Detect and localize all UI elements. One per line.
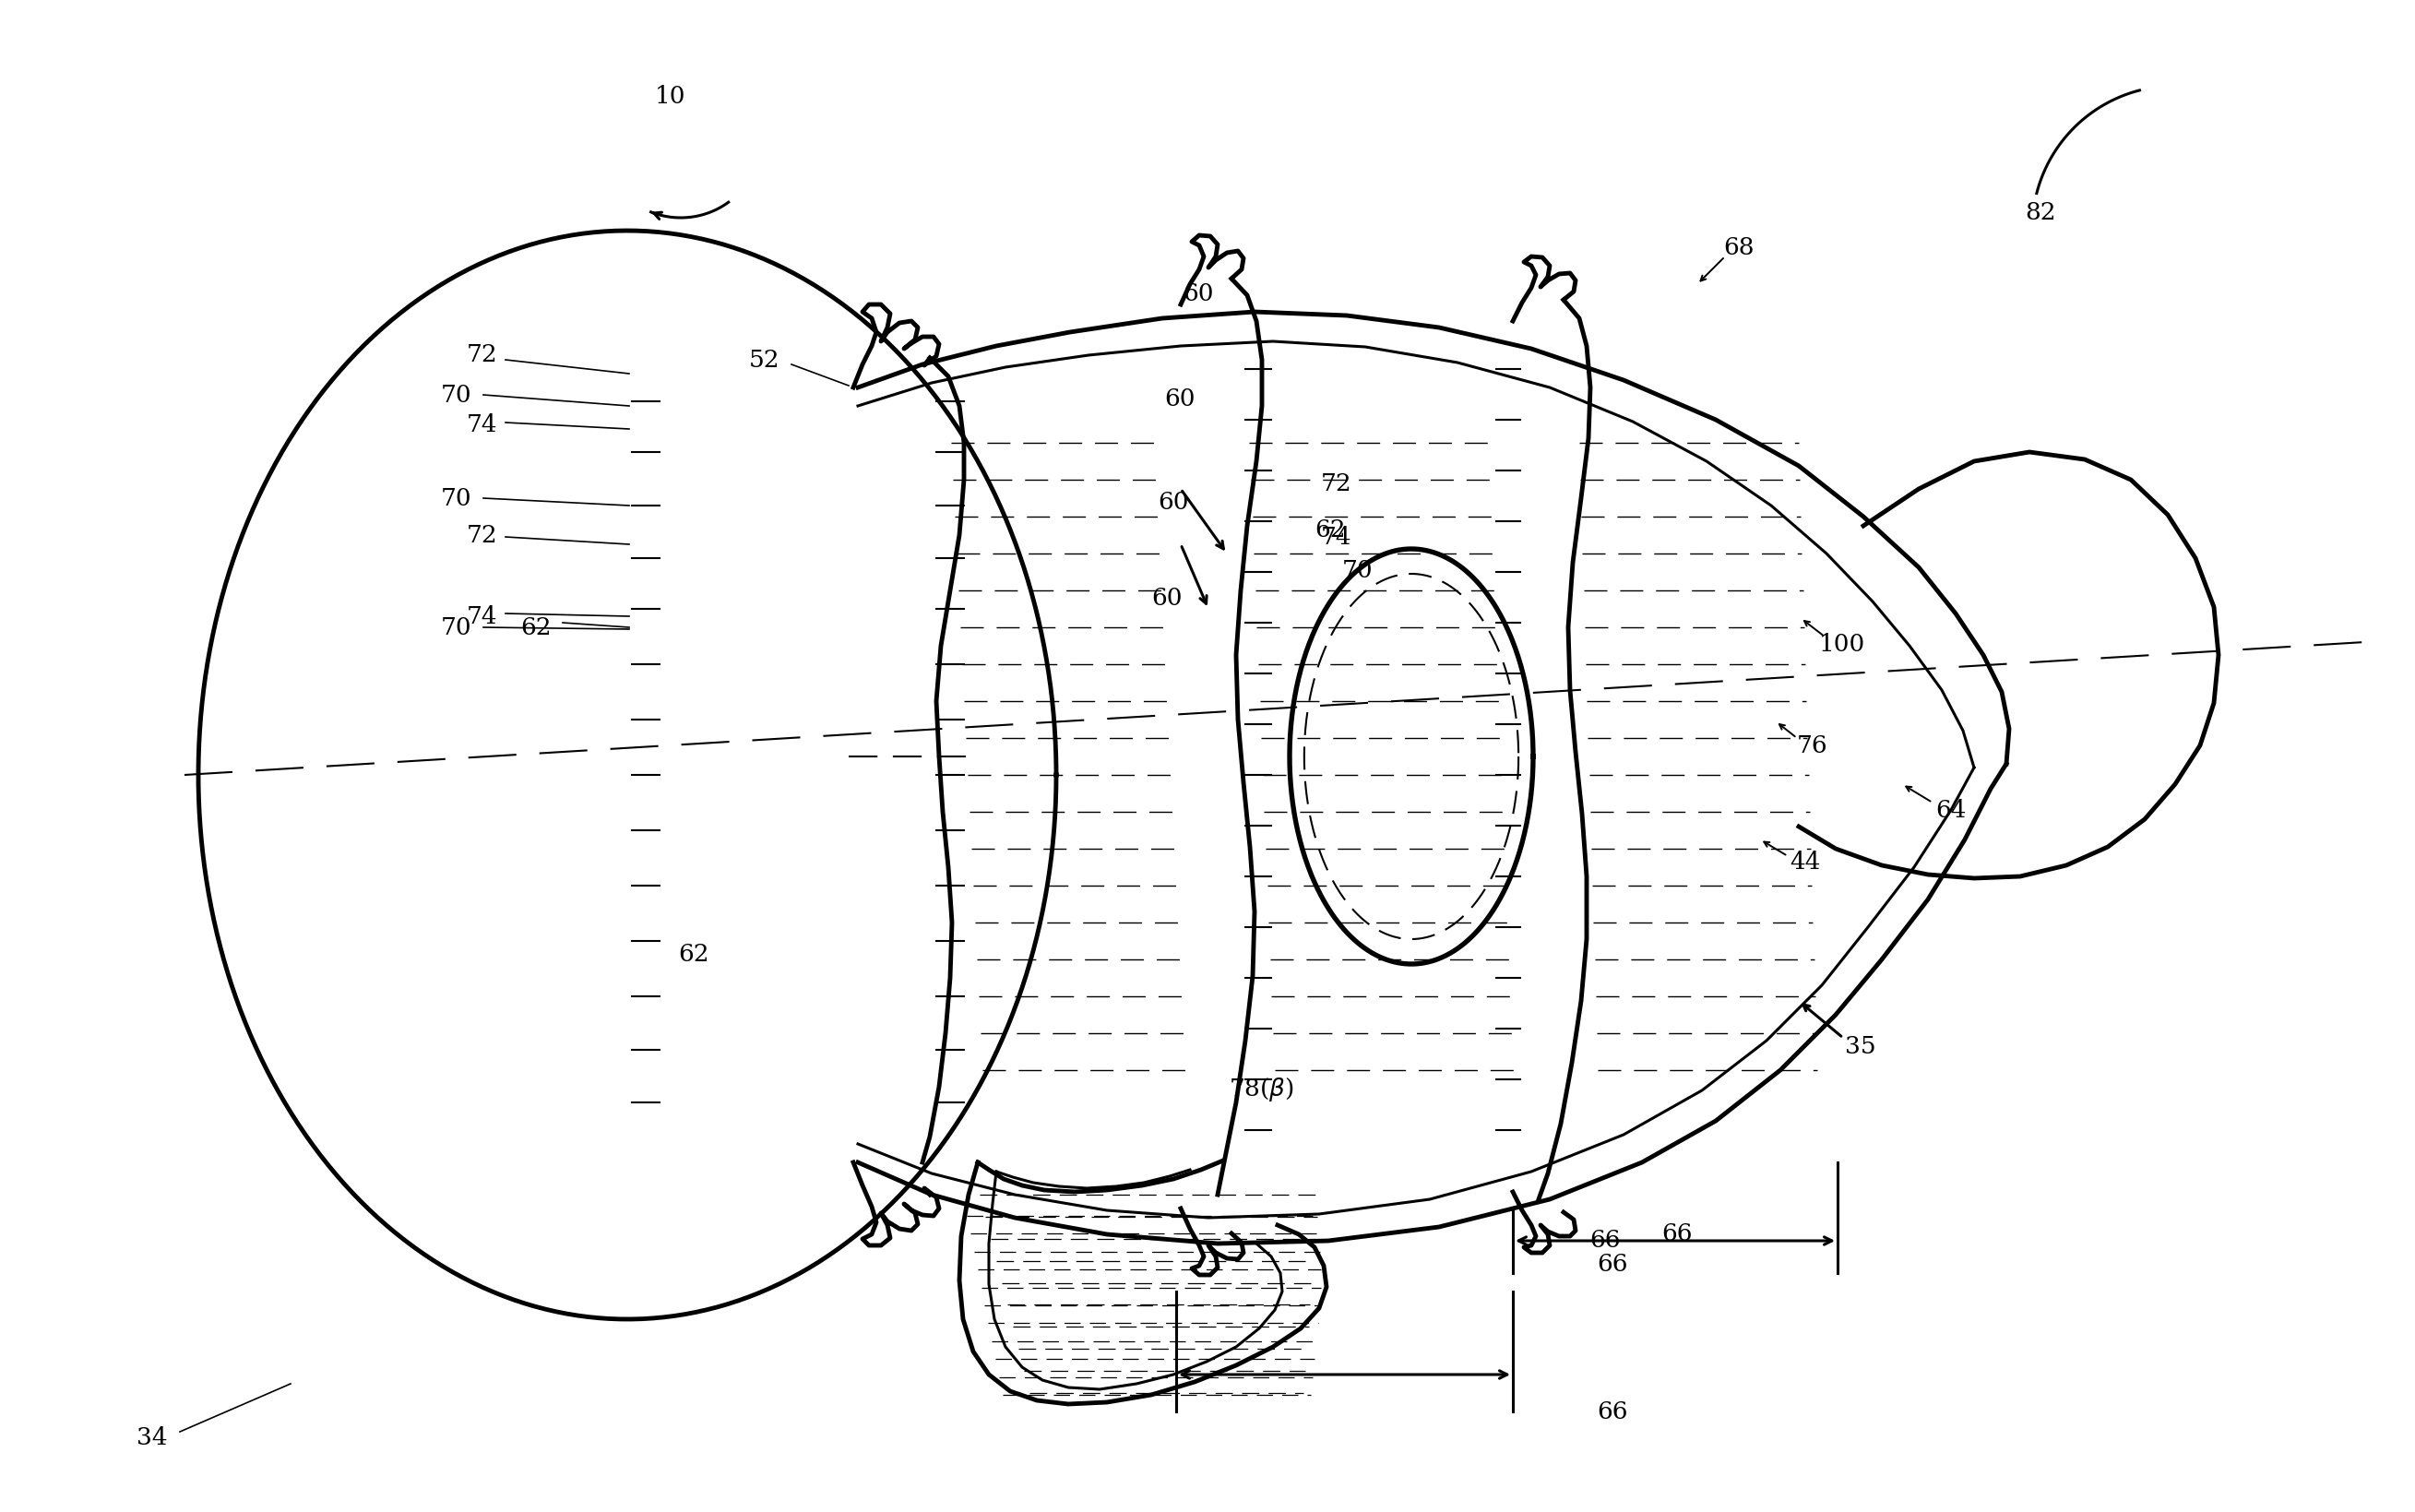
Text: 70: 70 — [1343, 558, 1374, 582]
Text: 76: 76 — [1797, 733, 1828, 758]
Text: 72: 72 — [466, 343, 497, 367]
Text: 62: 62 — [519, 615, 551, 640]
Text: 60: 60 — [1183, 281, 1212, 305]
Text: 78($\beta$): 78($\beta$) — [1229, 1075, 1294, 1104]
Text: 52: 52 — [749, 348, 780, 372]
Text: 68: 68 — [1724, 236, 1753, 259]
Text: 82: 82 — [2024, 201, 2055, 224]
Text: 66: 66 — [1662, 1222, 1693, 1246]
Text: 72: 72 — [1321, 473, 1352, 496]
Text: 34: 34 — [138, 1426, 167, 1448]
Text: 100: 100 — [1818, 632, 1864, 655]
Text: 70: 70 — [442, 487, 471, 510]
Text: 66: 66 — [1596, 1400, 1628, 1423]
Text: 10: 10 — [654, 85, 686, 109]
Text: 60: 60 — [1157, 491, 1188, 514]
Text: 60: 60 — [1164, 387, 1195, 410]
Text: 70: 70 — [442, 384, 471, 407]
Text: 62: 62 — [1314, 519, 1345, 541]
Text: 62: 62 — [679, 943, 710, 966]
Text: 74: 74 — [466, 605, 497, 627]
Text: 74: 74 — [466, 413, 497, 435]
Text: 64: 64 — [1934, 798, 1966, 821]
Text: 70: 70 — [442, 615, 471, 640]
Text: 72: 72 — [466, 523, 497, 547]
Text: 66: 66 — [1589, 1229, 1620, 1252]
Text: 60: 60 — [1152, 587, 1181, 609]
Text: 44: 44 — [1790, 851, 1821, 874]
Text: 35: 35 — [1845, 1036, 1876, 1058]
Text: 74: 74 — [1321, 525, 1352, 549]
Text: 66: 66 — [1596, 1252, 1628, 1276]
